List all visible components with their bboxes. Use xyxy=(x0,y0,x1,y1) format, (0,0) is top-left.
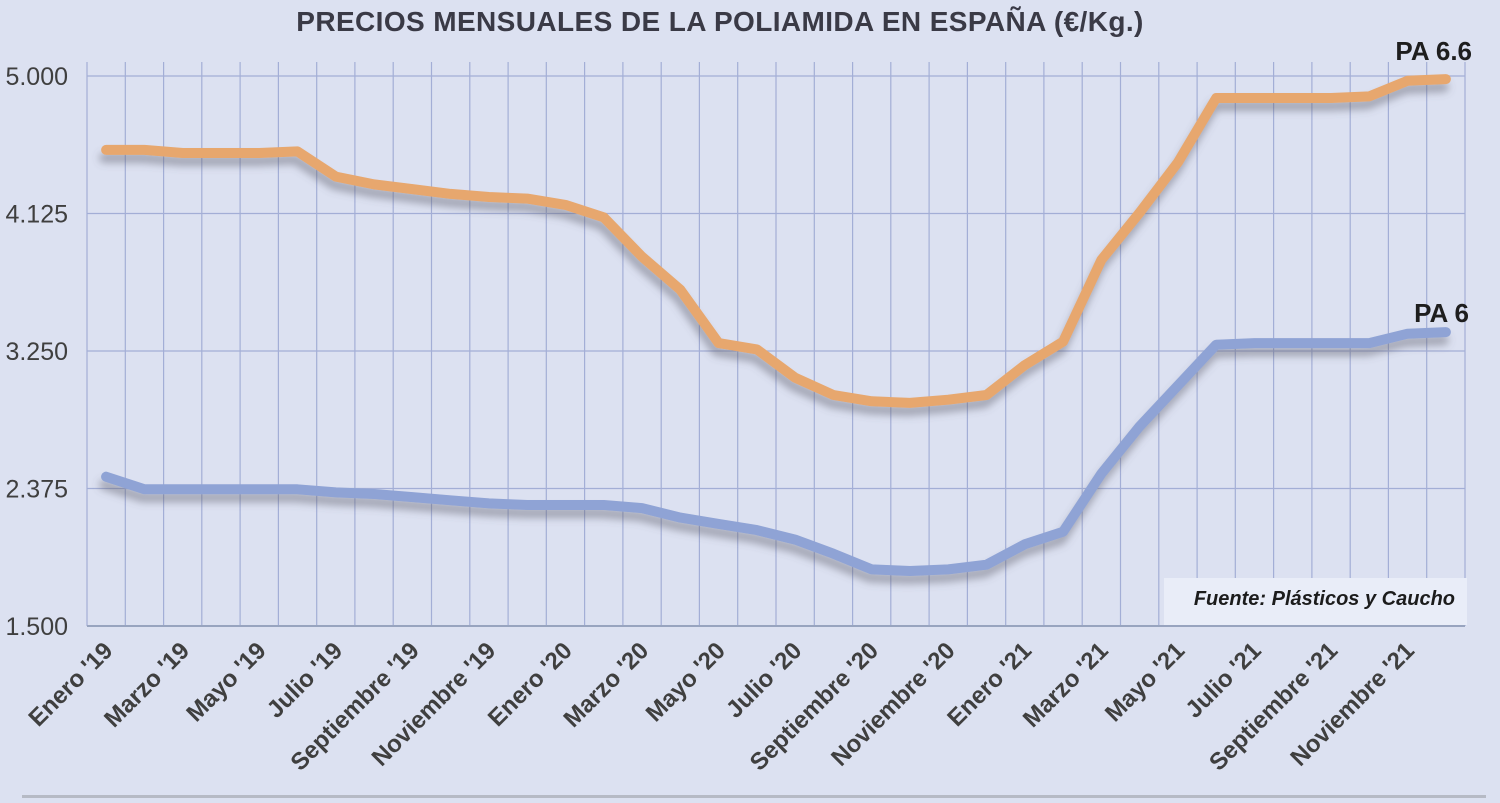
series-label-pa66: PA 6.6 xyxy=(1395,36,1472,66)
series-label-pa6: PA 6 xyxy=(1414,298,1469,328)
x-tick-label: Mayo '20 xyxy=(641,637,731,727)
pa66-line xyxy=(101,74,1451,408)
source-note-box xyxy=(1164,578,1467,625)
y-tick-label: 3.250 xyxy=(5,338,68,366)
x-tick-label: Septiembre '20 xyxy=(745,637,884,776)
chart-bottom-border xyxy=(22,795,1486,798)
y-tick-label: 1.500 xyxy=(5,613,68,641)
y-tick-label: 5.000 xyxy=(5,63,68,91)
pa6-line xyxy=(101,327,1451,576)
y-tick-label: 2.375 xyxy=(5,476,68,504)
x-tick-label: Mayo '19 xyxy=(181,637,271,727)
x-tick-label: Mayo '21 xyxy=(1100,637,1190,727)
x-tick-label: Septiembre '21 xyxy=(1204,637,1343,776)
x-tick-label: Septiembre '19 xyxy=(285,637,424,776)
y-tick-label: 4.125 xyxy=(5,201,68,229)
source-note: Fuente: Plásticos y Caucho xyxy=(1193,588,1455,610)
chart-title: PRECIOS MENSUALES DE LA POLIAMIDA EN ESP… xyxy=(296,6,1144,37)
